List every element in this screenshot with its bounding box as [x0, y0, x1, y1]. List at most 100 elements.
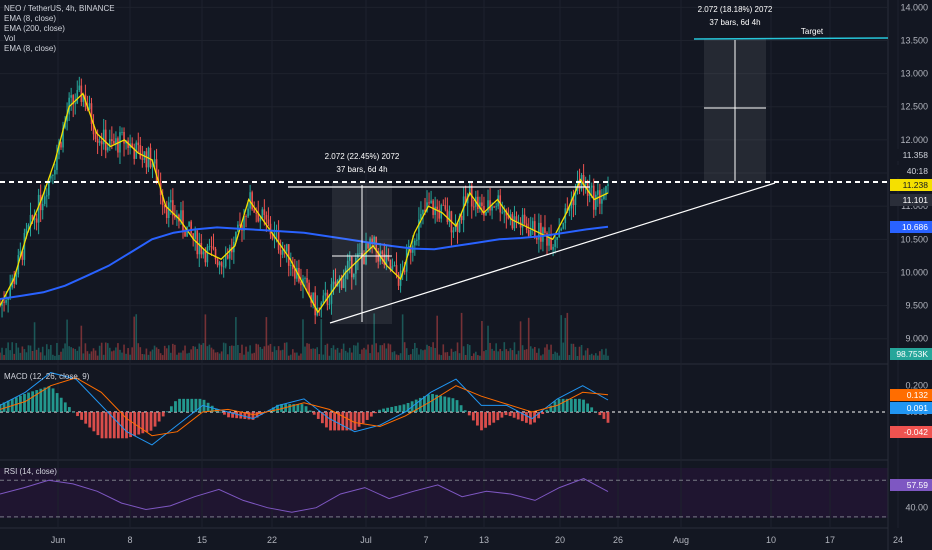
macd-histogram-bar: [153, 412, 157, 427]
volume-bar: [371, 344, 373, 360]
volume-bar: [115, 347, 117, 360]
candle-body: [414, 240, 416, 246]
volume-bar: [477, 355, 479, 360]
volume-bar: [102, 354, 105, 360]
volume-bar: [222, 342, 225, 360]
candle-body: [318, 307, 321, 309]
volume-bar: [426, 344, 428, 360]
candle-body: [340, 277, 343, 288]
macd-histogram-bar: [51, 388, 55, 412]
badge-macd-line-bg: [890, 402, 932, 414]
volume-bar: [84, 343, 87, 360]
macd-histogram-bar: [121, 412, 124, 439]
macd-histogram-bar: [439, 395, 443, 412]
candle-body: [586, 181, 589, 196]
candle-body: [289, 265, 292, 266]
volume-bar: [397, 355, 400, 360]
chart-legend: NEO / TetherUS, 4h, BINANCE EMA (8, clos…: [4, 4, 115, 54]
volume-bar: [161, 355, 164, 360]
volume-bar: [74, 348, 77, 360]
candle-body: [428, 202, 430, 204]
study-ema8[interactable]: EMA (8, close): [4, 14, 57, 23]
volume-bar: [405, 348, 408, 360]
candle-body: [515, 216, 518, 223]
macd-label[interactable]: MACD (12, 26, close, 9): [4, 372, 90, 381]
volume-bar: [54, 355, 56, 360]
badge-volume-bg: [890, 348, 932, 360]
rsi-label[interactable]: RSI (14, close): [4, 467, 57, 476]
volume-bar: [556, 352, 558, 360]
candle-body: [560, 228, 563, 231]
macd-tick-label: 0.200: [905, 381, 928, 391]
macd-histogram-bar: [443, 396, 447, 412]
volume-bar: [562, 342, 565, 360]
candle-body: [454, 223, 457, 231]
volume-bar: [25, 352, 28, 360]
volume-bar: [135, 314, 138, 360]
candle-body: [161, 195, 164, 205]
volume-bar: [188, 352, 190, 360]
macd-histogram-bar: [223, 412, 226, 415]
candle-body: [452, 230, 455, 233]
candle-body: [3, 301, 5, 303]
volume-bar: [52, 354, 54, 360]
macd-histogram-bar: [590, 407, 594, 412]
candle-body: [15, 274, 18, 284]
candle-body: [294, 269, 296, 279]
volume-bar: [436, 315, 438, 360]
candle-body: [220, 262, 223, 267]
volume-bar: [328, 355, 331, 360]
candle-body: [503, 210, 506, 213]
macd-histogram-bar: [145, 412, 149, 432]
volume-bar: [11, 342, 14, 360]
candle-body: [426, 202, 428, 212]
volume-bar: [605, 348, 607, 360]
volume-bar: [27, 345, 30, 360]
macd-histogram-bar: [259, 412, 263, 416]
candle-body: [353, 273, 355, 278]
volume-bar: [306, 343, 308, 360]
candle-body: [527, 229, 530, 236]
volume-bar: [56, 342, 58, 360]
candle-body: [300, 281, 302, 286]
study-ema200[interactable]: EMA (200, close): [4, 24, 65, 33]
volume-bar: [218, 353, 221, 360]
macd-histogram-bar: [72, 411, 75, 413]
volume-bar: [119, 349, 121, 360]
volume-bar: [383, 343, 386, 360]
volume-bar: [361, 349, 363, 360]
candle-body: [90, 103, 93, 125]
macd-histogram-bar: [63, 402, 67, 412]
volume-bar: [153, 345, 156, 360]
macd-histogram-bar: [488, 412, 492, 426]
macd-histogram-bar: [357, 412, 361, 427]
volume-bar: [245, 346, 247, 360]
volume-bar: [304, 346, 306, 360]
volume-bar: [454, 351, 457, 360]
volume-bar: [88, 353, 91, 360]
study-vol[interactable]: Vol: [4, 34, 16, 43]
symbol-title[interactable]: NEO / TetherUS, 4h, BINANCE: [4, 4, 115, 13]
volume-bar: [66, 319, 68, 360]
volume-bar: [381, 345, 384, 360]
volume-bar: [111, 351, 113, 360]
volume-bar: [428, 345, 430, 360]
macd-histogram-bar: [2, 402, 6, 412]
candle-body: [52, 174, 54, 176]
badge-close-bg: [890, 179, 932, 191]
macd-histogram-bar: [341, 412, 345, 431]
macd-histogram-bar: [178, 398, 181, 412]
candle-body: [536, 237, 538, 240]
macd-histogram-bar: [476, 412, 479, 426]
candle-body: [446, 209, 449, 222]
candle-body: [208, 246, 211, 248]
volume-bar: [294, 352, 296, 360]
volume-bar: [200, 344, 203, 360]
study-ema8b[interactable]: EMA (8, close): [4, 44, 57, 53]
macd-histogram-bar: [606, 412, 610, 423]
candle-body: [279, 249, 282, 255]
macd-histogram-bar: [255, 412, 259, 418]
candle-body: [403, 270, 406, 272]
